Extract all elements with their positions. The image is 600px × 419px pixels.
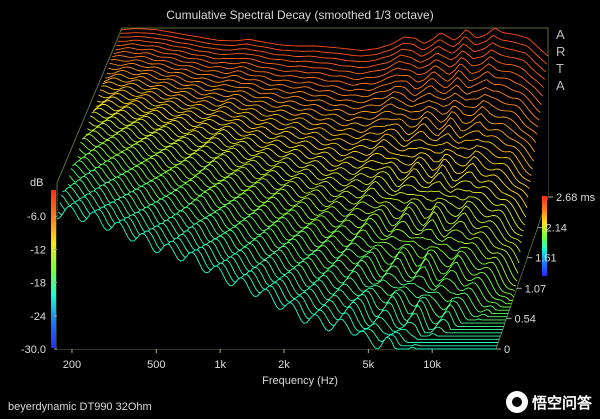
decay-slice	[87, 122, 521, 253]
x-tick-label: 200	[63, 359, 81, 371]
y-tick-label: -6.0	[27, 211, 46, 223]
x-tick-label: 2k	[278, 359, 290, 371]
decay-slice-mask	[57, 206, 496, 349]
decay-slice	[81, 137, 517, 287]
y-tick-label: -30.0	[21, 344, 46, 356]
x-axis-label: Frequency (Hz)	[262, 375, 338, 387]
decay-slice	[112, 55, 541, 114]
watermark-text: 悟空问答	[531, 394, 592, 412]
time-tick-label: 2.14	[546, 223, 567, 235]
x-tick-label: 1k	[214, 359, 226, 371]
decay-slice	[110, 59, 540, 121]
decay-slice	[102, 81, 533, 170]
time-tick-label: 1.61	[535, 253, 556, 265]
decay-slice	[84, 130, 519, 274]
decay-slice	[117, 39, 545, 80]
decay-slice	[101, 85, 532, 176]
decay-slice	[106, 69, 537, 143]
decay-slice	[70, 168, 508, 318]
arta-letter: A	[556, 27, 566, 42]
decay-slice	[103, 77, 534, 162]
decay-slice	[77, 149, 513, 301]
decay-slice	[67, 175, 505, 324]
decay-slice	[105, 73, 536, 153]
decay-slice	[60, 194, 500, 340]
time-tick-label: 2.68 ms	[556, 192, 596, 204]
decay-slice	[92, 107, 526, 226]
decay-slice	[56, 205, 496, 350]
db-colorbar	[51, 190, 56, 348]
y-axis-label: dB	[30, 177, 43, 189]
time-tick-label: 1.07	[525, 283, 546, 295]
x-tick-label: 5k	[363, 359, 375, 371]
watermark: 悟空问答	[505, 391, 592, 413]
decay-slice	[80, 141, 515, 291]
x-tick-label: 10k	[423, 359, 441, 371]
decay-slice	[120, 32, 548, 65]
decay-slice	[109, 62, 539, 128]
time-colorbar	[542, 196, 547, 276]
device-caption: beyerdynamic DT990 32Ohm	[8, 401, 152, 413]
decay-slice	[88, 119, 522, 244]
y-tick-label: -18	[30, 278, 46, 290]
decay-slice	[91, 111, 524, 232]
chart-title: Cumulative Spectral Decay (smoothed 1/3 …	[166, 8, 434, 22]
arta-brand: A R T A	[556, 26, 566, 94]
x-tick-label: 500	[147, 359, 165, 371]
arta-letter: T	[556, 61, 565, 76]
decay-slice	[99, 89, 531, 182]
decay-slice	[69, 172, 506, 321]
wukong-logo-icon	[505, 391, 528, 413]
decay-slice	[72, 164, 509, 314]
decay-slice	[115, 47, 543, 97]
decay-slice	[116, 43, 544, 88]
decay-slice	[58, 202, 498, 347]
decay-slice	[85, 126, 520, 264]
decay-slice	[108, 66, 538, 135]
decay-slice	[78, 146, 515, 298]
decay-slice	[96, 96, 529, 198]
decay-slice	[90, 115, 523, 237]
decay-slice	[76, 153, 512, 305]
y-tick-label: -12	[30, 244, 46, 256]
decay-slice	[62, 190, 501, 337]
decay-slice	[94, 104, 527, 218]
time-tick-label: 0.54	[514, 313, 535, 325]
arta-letter: A	[556, 78, 566, 93]
decay-slice	[113, 51, 542, 106]
decay-slice	[66, 179, 504, 327]
decay-slice	[82, 134, 518, 282]
decay-slice	[119, 36, 547, 73]
decay-slice	[121, 27, 549, 57]
decay-slice	[98, 93, 530, 189]
decay-slice	[95, 100, 528, 208]
decay-slice	[59, 199, 499, 343]
y-tick-label: -24	[30, 311, 46, 323]
arta-letter: R	[556, 44, 567, 59]
time-tick-label: 0	[504, 344, 510, 356]
